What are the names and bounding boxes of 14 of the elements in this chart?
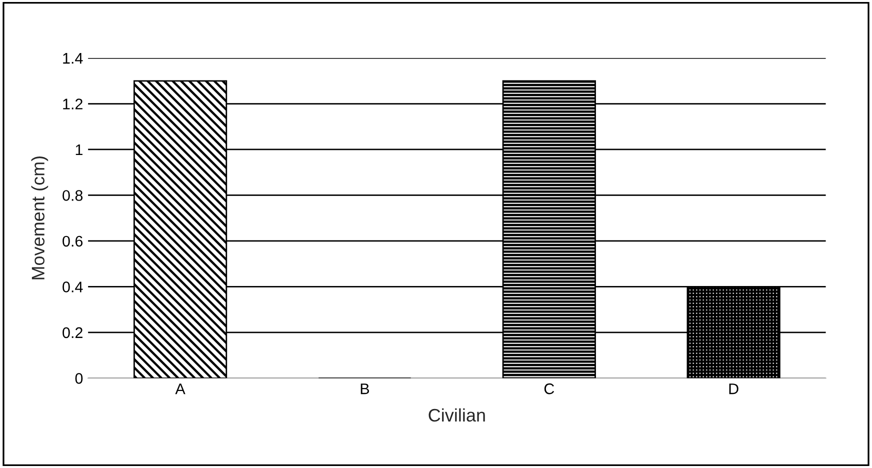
y-axis-title: Movement (cm) — [31, 156, 48, 280]
x-tick-label: A — [175, 384, 186, 394]
y-tick-label: 1 — [76, 144, 82, 156]
y-tick-label: 0.4 — [62, 282, 83, 292]
x-tick-label: D — [729, 384, 738, 394]
x-tick-label: C — [544, 383, 554, 394]
x-axis-title: Civilian — [428, 408, 485, 422]
y-tick-label: 0.2 — [62, 327, 82, 338]
y-tick-label: 0.8 — [62, 190, 83, 201]
y-tick-label: 0.6 — [62, 236, 83, 247]
y-tick-label: 1.4 — [63, 53, 83, 64]
x-tick-label: B — [360, 384, 370, 394]
y-tick-label: 1.2 — [63, 98, 82, 110]
y-tick-label: 0 — [75, 373, 83, 384]
